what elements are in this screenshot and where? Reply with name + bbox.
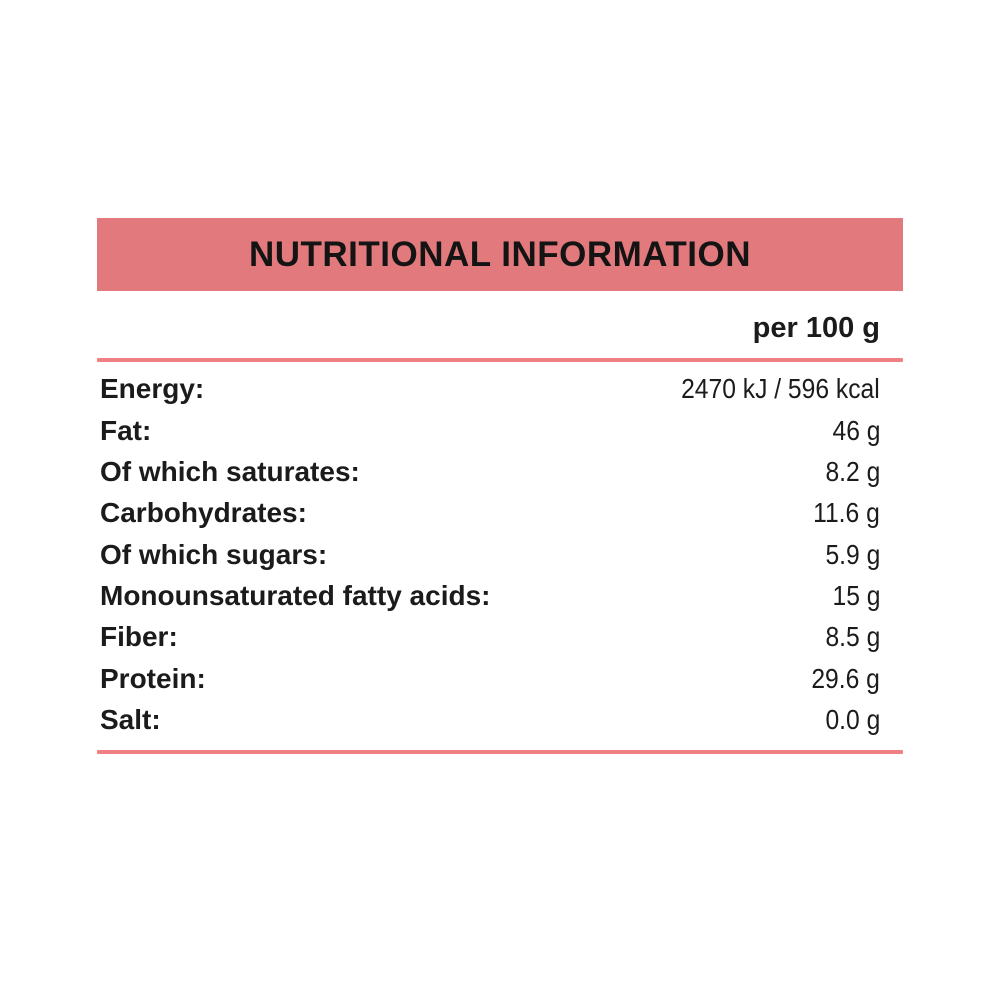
nutrient-label: Energy: <box>100 373 205 405</box>
nutrient-value: 46 g <box>832 414 880 446</box>
nutrient-label: Salt: <box>100 704 161 736</box>
table-row: Carbohydrates: 11.6 g <box>97 493 903 534</box>
title-bar: NUTRITIONAL INFORMATION <box>97 218 903 291</box>
nutrient-label: Of which saturates: <box>100 455 360 487</box>
table-row: Energy: 2470 kJ / 596 kcal <box>97 368 903 409</box>
nutrient-value: 11.6 g <box>813 497 880 529</box>
nutrient-label: Fiber: <box>100 621 178 653</box>
table-row: Of which saturates: 8.2 g <box>97 451 903 492</box>
nutrient-value: 2470 kJ / 596 kcal <box>681 373 880 405</box>
table-row: Monounsaturated fatty acids: 15 g <box>97 575 903 616</box>
page-title: NUTRITIONAL INFORMATION <box>248 234 752 274</box>
nutrient-label: Protein: <box>100 662 206 694</box>
nutrient-label: Of which sugars: <box>100 538 328 570</box>
column-header-per-100g: per 100 g <box>752 312 880 344</box>
table-row: Protein: 29.6 g <box>97 658 903 699</box>
table-row: Fat: 46 g <box>97 410 903 451</box>
top-rule <box>97 358 903 363</box>
nutrition-rows: Energy: 2470 kJ / 596 kcal Fat: 46 g Of … <box>97 362 903 741</box>
table-row: Salt: 0.0 g <box>97 700 903 741</box>
table-row: Fiber: 8.5 g <box>97 617 903 658</box>
nutrient-value: 0.0 g <box>825 704 880 736</box>
bottom-rule <box>97 749 903 754</box>
nutrition-label: NUTRITIONAL INFORMATION per 100 g Energy… <box>97 218 903 754</box>
nutrient-label: Monounsaturated fatty acids: <box>100 580 491 612</box>
nutrient-value: 8.2 g <box>825 455 880 487</box>
nutrient-label: Carbohydrates: <box>100 497 307 529</box>
nutrient-value: 5.9 g <box>825 538 880 570</box>
nutrient-label: Fat: <box>100 414 152 446</box>
nutrient-value: 8.5 g <box>825 621 880 653</box>
table-row: Of which sugars: 5.9 g <box>97 534 903 575</box>
nutrient-value: 29.6 g <box>811 662 880 694</box>
nutrient-value: 15 g <box>832 580 880 612</box>
